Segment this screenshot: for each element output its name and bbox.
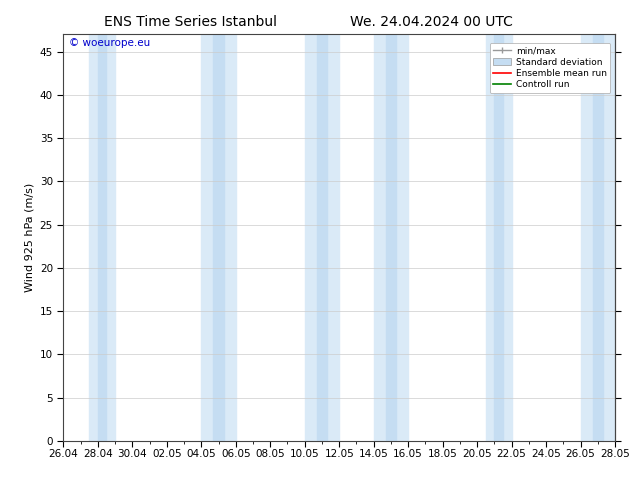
Bar	[89, 34, 115, 441]
Bar	[581, 34, 615, 441]
Bar	[214, 34, 224, 441]
Text: © woeurope.eu: © woeurope.eu	[69, 38, 150, 49]
Bar	[317, 34, 327, 441]
Bar	[495, 34, 503, 441]
Bar	[202, 34, 236, 441]
Bar	[305, 34, 339, 441]
Bar	[385, 34, 396, 441]
Legend: min/max, Standard deviation, Ensemble mean run, Controll run: min/max, Standard deviation, Ensemble me…	[489, 43, 611, 93]
Bar	[486, 34, 512, 441]
Text: We. 24.04.2024 00 UTC: We. 24.04.2024 00 UTC	[350, 15, 512, 29]
Y-axis label: Wind 925 hPa (m/s): Wind 925 hPa (m/s)	[24, 183, 34, 292]
Text: ENS Time Series Istanbul: ENS Time Series Istanbul	[104, 15, 276, 29]
Bar	[98, 34, 107, 441]
Bar	[593, 34, 603, 441]
Bar	[373, 34, 408, 441]
